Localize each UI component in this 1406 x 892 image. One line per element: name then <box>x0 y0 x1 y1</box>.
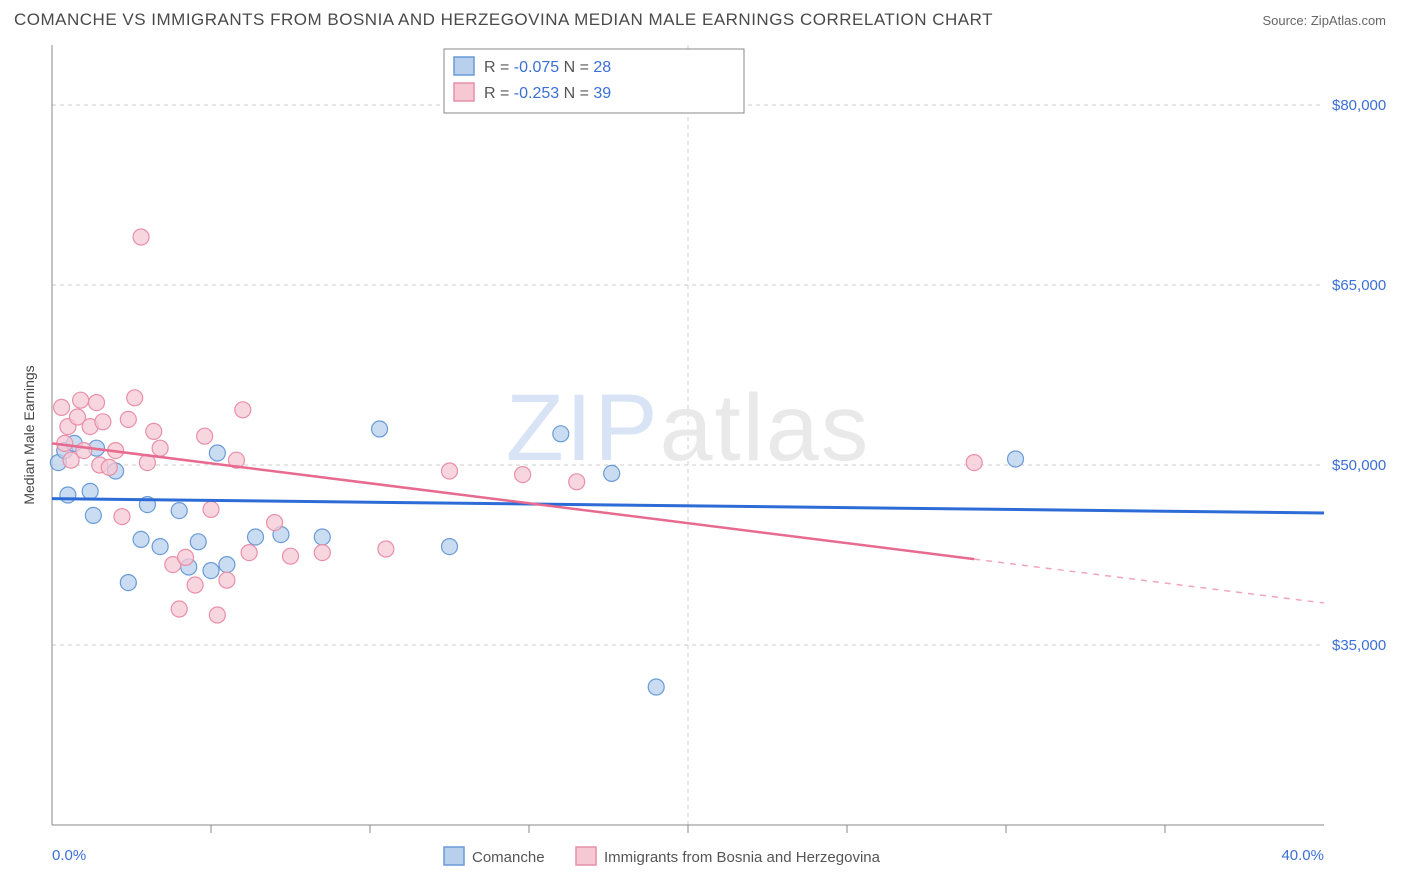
scatter-point <box>120 575 136 591</box>
scatter-point <box>197 428 213 444</box>
scatter-point <box>54 399 70 415</box>
scatter-point <box>152 539 168 555</box>
y-axis-label: Median Male Earnings <box>21 365 37 504</box>
scatter-point <box>241 545 257 561</box>
scatter-point <box>82 483 98 499</box>
scatter-point <box>267 515 283 531</box>
x-end-label: 40.0% <box>1281 847 1324 864</box>
scatter-point <box>648 679 664 695</box>
scatter-point <box>190 534 206 550</box>
x-start-label: 0.0% <box>52 847 86 864</box>
legend-stat: R = -0.075 N = 28 <box>484 59 611 76</box>
scatter-point <box>604 465 620 481</box>
chart-title: COMANCHE VS IMMIGRANTS FROM BOSNIA AND H… <box>14 10 993 30</box>
scatter-point <box>89 395 105 411</box>
scatter-point <box>442 539 458 555</box>
legend-stat: R = -0.253 N = 39 <box>484 85 611 102</box>
scatter-point <box>219 557 235 573</box>
scatter-point <box>178 549 194 565</box>
scatter-point <box>120 411 136 427</box>
legend-swatch <box>454 57 474 75</box>
scatter-point <box>553 426 569 442</box>
scatter-point <box>85 507 101 523</box>
legend-label: Immigrants from Bosnia and Herzegovina <box>604 849 881 866</box>
trend-line-extrapolated <box>974 559 1324 603</box>
y-tick-label: $35,000 <box>1332 637 1386 654</box>
scatter-point <box>235 402 251 418</box>
scatter-point <box>127 390 143 406</box>
y-tick-label: $65,000 <box>1332 277 1386 294</box>
scatter-point <box>209 445 225 461</box>
scatter-point <box>1008 451 1024 467</box>
scatter-point <box>73 392 89 408</box>
scatter-point <box>219 572 235 588</box>
scatter-point <box>171 503 187 519</box>
scatter-point <box>146 423 162 439</box>
scatter-point <box>133 229 149 245</box>
scatter-point <box>372 421 388 437</box>
scatter-point <box>60 487 76 503</box>
scatter-point <box>171 601 187 617</box>
legend-label: Comanche <box>472 849 545 866</box>
scatter-point <box>248 529 264 545</box>
y-tick-label: $80,000 <box>1332 97 1386 114</box>
scatter-point <box>152 440 168 456</box>
legend-swatch <box>576 847 596 865</box>
scatter-point <box>515 467 531 483</box>
scatter-point <box>76 443 92 459</box>
scatter-point <box>133 531 149 547</box>
scatter-point <box>95 414 111 430</box>
scatter-point <box>209 607 225 623</box>
scatter-point <box>966 455 982 471</box>
scatter-point <box>203 563 219 579</box>
scatter-point <box>101 459 117 475</box>
y-tick-label: $50,000 <box>1332 457 1386 474</box>
scatter-point <box>114 509 130 525</box>
scatter-point <box>187 577 203 593</box>
legend-swatch <box>454 83 474 101</box>
chart-source: Source: ZipAtlas.com <box>1262 13 1386 28</box>
scatter-point <box>442 463 458 479</box>
scatter-point <box>314 545 330 561</box>
legend-swatch <box>444 847 464 865</box>
chart-container: $35,000 $50,000 $65,000 $80,000 Median Male … <box>14 35 1392 890</box>
scatter-point <box>569 474 585 490</box>
scatter-point <box>203 501 219 517</box>
scatter-point <box>314 529 330 545</box>
scatter-point <box>378 541 394 557</box>
chart-header: COMANCHE VS IMMIGRANTS FROM BOSNIA AND H… <box>0 0 1406 35</box>
scatter-point <box>283 548 299 564</box>
scatter-chart: $35,000 $50,000 $65,000 $80,000 Median Male … <box>14 35 1392 885</box>
